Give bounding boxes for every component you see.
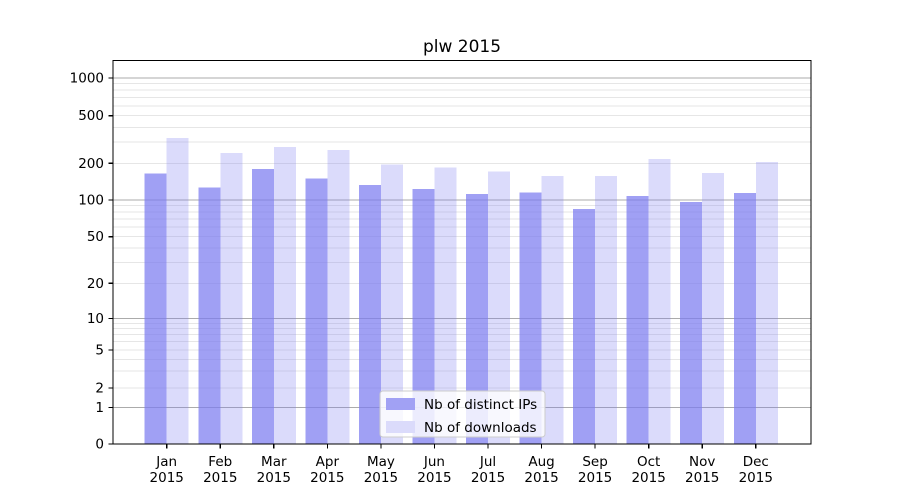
x-tick-label-month: May: [367, 454, 395, 470]
bar-nb-of-downloads-oct: [648, 158, 671, 445]
bars: [144, 138, 778, 445]
bar-nb-of-downloads-dec: [755, 161, 778, 444]
bar-nb-of-downloads-may: [380, 164, 403, 444]
bar-nb-of-downloads-feb: [220, 152, 243, 444]
y-tick-label: 100: [78, 193, 104, 209]
y-tick-label: 10: [87, 311, 104, 327]
bar-nb-of-downloads-mar: [273, 146, 296, 444]
chart-title-group: plw 2015: [423, 37, 501, 57]
x-tick-label-month: Mar: [261, 454, 287, 470]
bar-nb-of-distinct-ips-nov: [680, 202, 703, 444]
x-tick-label-month: Jan: [155, 454, 177, 470]
bar-nb-of-downloads-nov: [702, 173, 725, 444]
x-tick-label-month: Jul: [479, 454, 496, 470]
y-tick-label: 200: [78, 156, 104, 172]
x-axis: Jan2015Feb2015Mar2015Apr2015May2015Jun20…: [150, 444, 773, 486]
y-axis: 0 1 2 5 10 20 50 100 200 500 1000: [70, 71, 113, 453]
x-tick-label-month: Aug: [528, 454, 554, 470]
x-tick-label-year: 2015: [203, 470, 237, 486]
x-tick-label-year: 2015: [257, 470, 291, 486]
bar-nb-of-distinct-ips-dec: [733, 193, 756, 444]
bar-nb-of-downloads-apr: [327, 150, 350, 444]
x-tick-label-year: 2015: [150, 470, 184, 486]
bar-nb-of-distinct-ips-jan: [144, 173, 167, 444]
bar-nb-of-downloads-aug: [541, 175, 564, 444]
bar-nb-of-distinct-ips-mar: [251, 168, 274, 444]
x-tick-label-year: 2015: [417, 470, 451, 486]
y-tick-label: 1: [95, 400, 104, 416]
y-tick-label: 1000: [70, 71, 104, 87]
y-tick-label: 5: [95, 343, 104, 359]
x-tick-label-year: 2015: [631, 470, 665, 486]
x-tick-label-month: Oct: [637, 454, 660, 470]
y-tick-label: 0: [95, 437, 104, 453]
x-tick-label-year: 2015: [578, 470, 612, 486]
x-tick-label-year: 2015: [471, 470, 505, 486]
bar-nb-of-distinct-ips-jul: [466, 193, 488, 444]
x-tick-label-year: 2015: [685, 470, 719, 486]
bar-nb-of-distinct-ips-jun: [412, 189, 435, 444]
legend-box: [379, 390, 546, 438]
y-tick-label: 20: [87, 276, 104, 292]
legend-label: Nb of downloads: [424, 420, 537, 436]
bar-nb-of-distinct-ips-feb: [198, 187, 221, 444]
x-tick-label-month: Nov: [689, 454, 715, 470]
x-tick-label-month: Apr: [316, 454, 340, 470]
bar-nb-of-downloads-jan: [166, 138, 189, 444]
x-tick-label-year: 2015: [524, 470, 558, 486]
bar-nb-of-distinct-ips-sep: [573, 209, 596, 444]
axes-frame: [112, 59, 812, 445]
x-tick-label-year: 2015: [310, 470, 344, 486]
bar-nb-of-downloads-jun: [434, 167, 457, 445]
bar-nb-of-distinct-ips-oct: [626, 195, 649, 444]
x-tick-label-month: Sep: [582, 454, 607, 470]
chart-title: plw 2015: [423, 37, 501, 57]
y-tick-label: 50: [87, 229, 104, 245]
legend-swatch-nb-of-distinct-ips: [386, 398, 415, 410]
x-tick-label-year: 2015: [364, 470, 398, 486]
legend: Nb of distinct IPs Nb of downloads: [379, 390, 546, 438]
x-tick-label-month: Feb: [208, 454, 232, 470]
y-tick-label: 2: [95, 381, 104, 397]
bar-nb-of-distinct-ips-may: [358, 184, 381, 445]
bar-nb-of-downloads-sep: [595, 175, 618, 444]
x-tick-label-month: Dec: [743, 454, 769, 470]
bar-nb-of-downloads-jul: [488, 171, 510, 445]
legend-swatch-nb-of-downloads: [386, 421, 415, 433]
plot-border: [112, 59, 812, 445]
bar-nb-of-distinct-ips-aug: [519, 192, 542, 444]
x-tick-label-month: Jun: [423, 454, 445, 470]
y-tick-label: 500: [78, 108, 104, 124]
x-tick-label-year: 2015: [739, 470, 773, 486]
bar-nb-of-distinct-ips-apr: [305, 178, 328, 445]
legend-label: Nb of distinct IPs: [424, 397, 537, 413]
